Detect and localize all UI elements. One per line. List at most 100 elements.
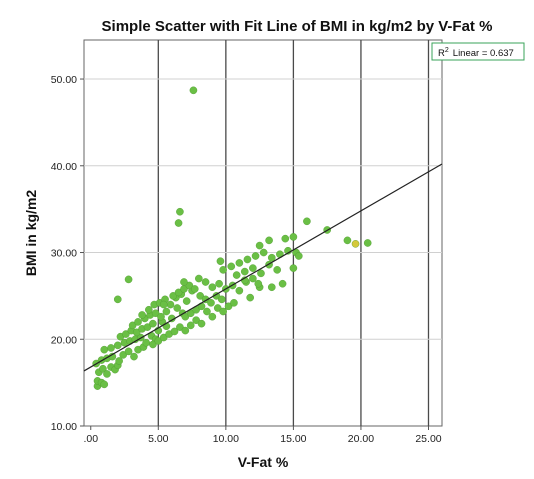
data-point: [119, 351, 127, 359]
plot-area: [83, 39, 443, 427]
data-point: [281, 234, 290, 243]
y-tick-label: 10.00: [51, 421, 77, 433]
data-point: [142, 338, 150, 347]
data-point: [128, 321, 137, 330]
data-point: [235, 259, 244, 267]
y-tick-label: 50.00: [51, 74, 77, 86]
y-tick-label: 40.00: [51, 161, 77, 173]
x-tick-label: 25.00: [415, 433, 441, 445]
data-point: [166, 300, 175, 309]
data-point: [343, 236, 352, 245]
x-tick-label: .00: [83, 433, 98, 445]
y-tick-label: 30.00: [51, 248, 77, 260]
data-point: [100, 380, 109, 389]
x-axis-label: V-Fat %: [238, 454, 289, 470]
data-point: [195, 274, 203, 283]
data-point: [181, 326, 190, 335]
data-point: [185, 281, 194, 290]
data-point: [190, 285, 199, 293]
data-point: [138, 311, 146, 319]
data-point: [103, 370, 111, 378]
data-point: [289, 233, 298, 241]
y-axis-label: BMI in kg/m2: [23, 190, 39, 277]
data-point: [215, 279, 223, 288]
data-point: [170, 327, 179, 336]
data-point: [249, 274, 257, 283]
legend-label-rest: Linear = 0.637: [453, 48, 514, 59]
data-point: [289, 264, 298, 272]
data-point: [124, 347, 133, 356]
data-point: [122, 330, 130, 338]
x-tick-label: 20.00: [348, 433, 374, 445]
data-point: [124, 275, 133, 284]
data-point: [181, 312, 190, 321]
data-point: [230, 299, 238, 307]
data-point: [278, 279, 287, 288]
x-tick-label: 15.00: [280, 433, 306, 445]
data-point: [196, 292, 204, 300]
legend-box: [431, 42, 525, 61]
data-point: [217, 295, 226, 304]
data-point: [273, 266, 281, 274]
data-point: [227, 262, 236, 271]
data-point: [208, 283, 217, 292]
legend-label-superscript: 2: [445, 47, 449, 54]
data-point: [174, 219, 183, 227]
data-point: [176, 207, 184, 216]
data-point: [134, 318, 142, 326]
legend-label: R2 Linear = 0.637: [438, 47, 514, 59]
data-point: [243, 255, 252, 264]
x-tick-label: 10.00: [213, 433, 239, 445]
data-point: [149, 319, 157, 328]
data-point: [113, 295, 122, 304]
data-point: [192, 316, 200, 324]
data-point: [213, 304, 222, 312]
data-point: [107, 344, 115, 352]
data-point: [113, 341, 122, 350]
data-point: [219, 307, 227, 316]
data-point: [363, 239, 372, 247]
x-tick-label: 5.00: [148, 433, 169, 445]
fit-line: [83, 163, 443, 372]
y-tick-label: 20.00: [51, 334, 77, 346]
data-point: [255, 241, 264, 250]
data-point: [259, 248, 268, 257]
data-point: [169, 292, 177, 300]
data-point: [207, 299, 215, 307]
data-point: [216, 257, 225, 265]
data-point: [246, 293, 254, 302]
data-point: [186, 321, 195, 330]
data-point: [254, 279, 263, 288]
data-point: [197, 319, 206, 328]
data-point: [294, 252, 303, 260]
data-point: [173, 304, 182, 312]
data-point: [240, 267, 249, 276]
data-point: [159, 300, 168, 309]
data-point: [154, 337, 163, 345]
data-point: [100, 345, 109, 354]
fit-line-layer: [83, 163, 443, 372]
data-point: [232, 271, 241, 279]
data-point: [235, 286, 244, 295]
data-point: [201, 278, 210, 286]
data-point: [267, 283, 276, 292]
data-point: [176, 323, 184, 331]
data-point: [174, 288, 183, 297]
data-point: [145, 305, 153, 314]
data-point: [224, 302, 233, 311]
data-point: [162, 307, 171, 316]
data-points: [92, 86, 372, 390]
data-point: [208, 312, 217, 321]
data-point: [251, 252, 260, 260]
grid-lines: [84, 40, 442, 426]
axis-ticks: .00 5.00 10.00 15.00 20.00 25.00 10.00 20.00 30.…: [51, 74, 442, 445]
data-point: [143, 323, 152, 331]
data-point: [149, 340, 157, 349]
data-point: [257, 269, 265, 278]
data-point: [249, 264, 257, 272]
data-point: [267, 253, 276, 262]
data-point: [159, 333, 168, 342]
data-point: [180, 278, 188, 286]
